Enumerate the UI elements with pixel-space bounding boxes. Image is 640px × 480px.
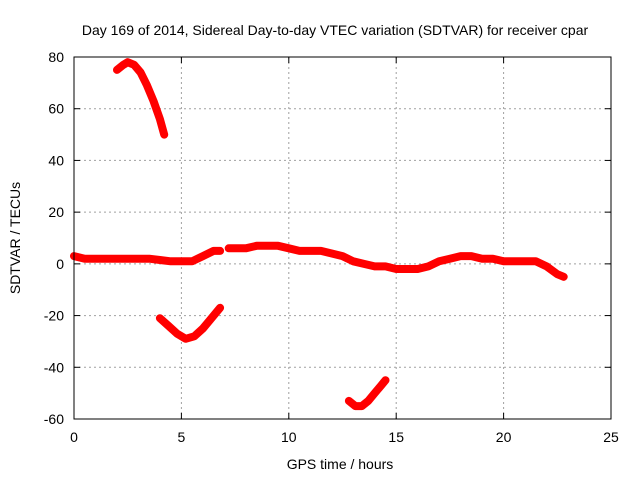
x-tick-label: 0: [70, 429, 78, 445]
x-tick-label: 20: [496, 429, 512, 445]
x-tick-label: 15: [388, 429, 404, 445]
y-tick-label: 60: [48, 101, 64, 117]
series-arc-1: [70, 246, 225, 266]
grid: [74, 57, 611, 419]
plot-frame: [73, 56, 612, 420]
y-tick-label: -60: [44, 411, 64, 427]
y-tick-label: 40: [48, 152, 64, 168]
series-arc-4: [155, 303, 225, 343]
y-tick-label: 0: [56, 256, 64, 272]
series-arc-5: [344, 376, 390, 411]
y-tick-label: -20: [44, 308, 64, 324]
series-arc-2: [224, 241, 568, 281]
x-tick-label: 5: [178, 429, 186, 445]
axis-ticks: 0 5 10 15 20 25 -60 -40 -20 0 20 40 60 80: [44, 49, 619, 445]
x-axis-label: GPS time / hours: [287, 456, 394, 472]
y-tick-label: 80: [48, 49, 64, 65]
x-tick-label: 25: [603, 429, 619, 445]
y-tick-label: 20: [48, 204, 64, 220]
x-tick-label: 10: [281, 429, 297, 445]
y-axis-label: SDTVAR / TECUs: [7, 182, 23, 294]
series-arc-3: [113, 58, 169, 139]
data-series: [70, 58, 568, 411]
y-tick-label: -40: [44, 359, 64, 375]
chart-title: Day 169 of 2014, Sidereal Day-to-day VTE…: [82, 22, 589, 38]
